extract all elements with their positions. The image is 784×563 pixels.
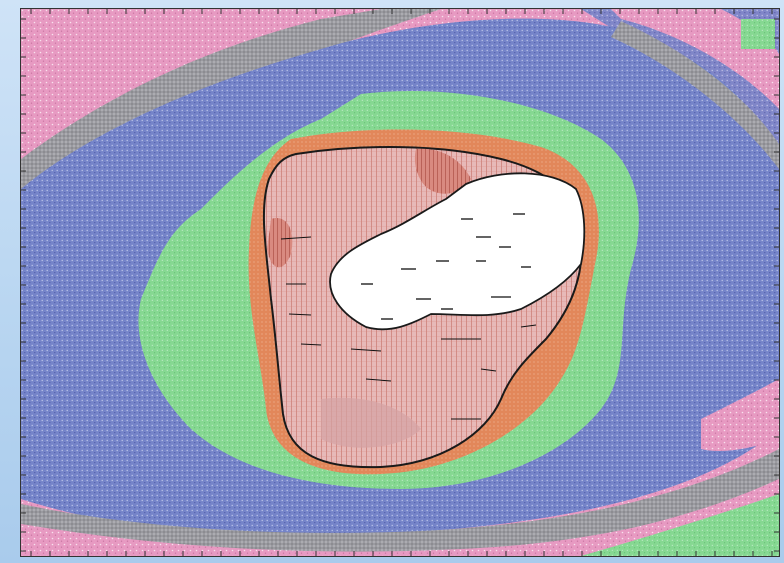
pale-red-patch-bottom — [321, 397, 421, 448]
frame-ticks — [21, 9, 779, 556]
pink-zone-lower — [21, 479, 779, 556]
hatched-zone-marks — [280, 236, 537, 420]
zoned-map-canvas — [21, 9, 779, 556]
dark-red-patch-top — [414, 148, 471, 194]
pink-zone-upper-right — [611, 9, 779, 109]
stippled-gray-band-upper — [21, 9, 441, 219]
stippled-gray-band-right — [611, 21, 779, 169]
pink-zone-right — [701, 379, 779, 451]
core-marks — [361, 213, 531, 320]
white-core — [329, 172, 586, 331]
green-zone-lower-right — [581, 494, 779, 556]
contour-map-frame — [20, 8, 780, 557]
stippled-gray-band-lower — [21, 449, 779, 556]
dark-red-patch-left — [267, 218, 293, 268]
green-patch-corner — [741, 19, 775, 49]
